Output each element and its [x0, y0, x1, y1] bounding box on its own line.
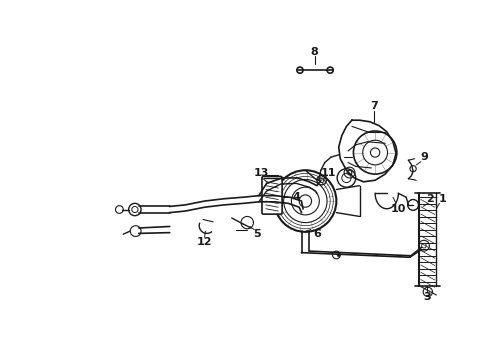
Text: 4: 4 — [292, 192, 300, 202]
Circle shape — [327, 67, 333, 73]
Circle shape — [297, 67, 303, 73]
FancyBboxPatch shape — [262, 176, 282, 214]
Text: 11: 11 — [321, 167, 336, 177]
Text: 12: 12 — [197, 237, 212, 247]
Text: 6: 6 — [313, 229, 321, 239]
Text: 5: 5 — [253, 229, 260, 239]
Text: 10: 10 — [391, 204, 406, 214]
Text: 3: 3 — [423, 292, 431, 302]
Circle shape — [337, 253, 340, 256]
Text: 9: 9 — [420, 152, 428, 162]
Text: 13: 13 — [253, 167, 269, 177]
Text: 8: 8 — [311, 47, 319, 57]
Text: 7: 7 — [370, 101, 378, 111]
Text: 2: 2 — [426, 194, 434, 204]
Text: 1: 1 — [439, 194, 446, 204]
